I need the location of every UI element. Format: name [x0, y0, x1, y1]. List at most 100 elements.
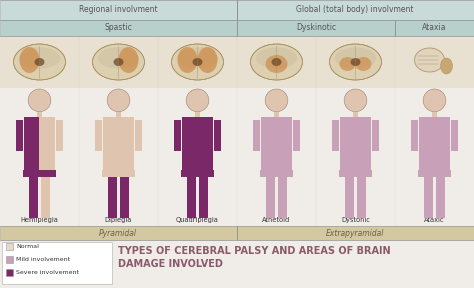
- Bar: [23, 170, 56, 177]
- Ellipse shape: [177, 47, 198, 73]
- Text: Dystonic: Dystonic: [341, 217, 370, 223]
- Bar: [181, 170, 214, 177]
- Bar: [116, 112, 121, 117]
- Ellipse shape: [272, 58, 282, 66]
- Bar: [2, 242, 112, 284]
- Bar: [17, 120, 23, 151]
- Bar: [0, 36, 474, 88]
- Bar: [353, 112, 358, 117]
- Bar: [214, 120, 220, 151]
- Bar: [195, 112, 201, 117]
- Bar: [435, 117, 450, 170]
- Bar: [0, 20, 237, 36]
- Bar: [261, 117, 276, 170]
- Bar: [395, 20, 474, 36]
- Text: Athetoid: Athetoid: [263, 217, 291, 223]
- Ellipse shape: [255, 47, 297, 69]
- Bar: [260, 170, 293, 177]
- Bar: [118, 117, 134, 170]
- Bar: [6, 256, 13, 263]
- Ellipse shape: [329, 44, 382, 80]
- Bar: [199, 177, 209, 218]
- Ellipse shape: [335, 47, 376, 69]
- Bar: [28, 177, 38, 218]
- Ellipse shape: [339, 57, 356, 71]
- Bar: [372, 120, 379, 151]
- Circle shape: [423, 89, 446, 112]
- Bar: [55, 120, 63, 151]
- Text: Pyramidal: Pyramidal: [99, 228, 137, 238]
- Ellipse shape: [13, 44, 65, 80]
- Bar: [0, 226, 237, 240]
- Circle shape: [344, 89, 367, 112]
- Bar: [6, 269, 13, 276]
- Bar: [276, 117, 292, 170]
- Ellipse shape: [440, 58, 453, 74]
- Bar: [36, 112, 42, 117]
- Bar: [278, 177, 287, 218]
- Ellipse shape: [18, 47, 60, 69]
- Bar: [265, 177, 275, 218]
- Text: Hemiplegia: Hemiplegia: [20, 217, 58, 223]
- Bar: [419, 117, 435, 170]
- Text: Extrapyramidal: Extrapyramidal: [326, 228, 384, 238]
- Bar: [411, 120, 419, 151]
- Bar: [108, 177, 117, 218]
- Text: Mild involvement: Mild involvement: [16, 257, 70, 262]
- Bar: [237, 0, 474, 20]
- Bar: [436, 177, 446, 218]
- Bar: [340, 117, 356, 170]
- Bar: [339, 170, 372, 177]
- Ellipse shape: [118, 47, 138, 73]
- Ellipse shape: [92, 44, 145, 80]
- Ellipse shape: [350, 58, 361, 66]
- Ellipse shape: [35, 58, 45, 66]
- Text: Quadriplegia: Quadriplegia: [176, 217, 219, 223]
- Ellipse shape: [98, 47, 139, 69]
- Bar: [39, 117, 55, 170]
- Text: Dyskinotic: Dyskinotic: [296, 24, 336, 33]
- Circle shape: [186, 89, 209, 112]
- Bar: [95, 120, 102, 151]
- Bar: [332, 120, 339, 151]
- Bar: [357, 177, 366, 218]
- Ellipse shape: [19, 47, 39, 73]
- Bar: [292, 120, 300, 151]
- Ellipse shape: [172, 44, 224, 80]
- Bar: [41, 177, 50, 218]
- Circle shape: [265, 89, 288, 112]
- Text: Regional involvment: Regional involvment: [79, 5, 157, 14]
- Text: Severe involvement: Severe involvement: [16, 270, 79, 275]
- Ellipse shape: [265, 55, 288, 73]
- Bar: [237, 226, 474, 240]
- Circle shape: [107, 89, 130, 112]
- Ellipse shape: [414, 48, 445, 72]
- Bar: [424, 177, 433, 218]
- Bar: [451, 120, 457, 151]
- Ellipse shape: [177, 47, 219, 69]
- Text: Ataxia: Ataxia: [422, 24, 447, 33]
- Text: TYPES OF CEREBRAL PALSY AND AREAS OF BRAIN: TYPES OF CEREBRAL PALSY AND AREAS OF BRA…: [118, 246, 391, 256]
- Bar: [345, 177, 354, 218]
- Ellipse shape: [250, 44, 302, 80]
- Bar: [103, 117, 118, 170]
- Bar: [432, 112, 438, 117]
- Bar: [356, 117, 371, 170]
- Text: Global (total body) involvment: Global (total body) involvment: [296, 5, 414, 14]
- Bar: [198, 117, 213, 170]
- Ellipse shape: [113, 58, 124, 66]
- Bar: [0, 0, 237, 20]
- Bar: [102, 170, 135, 177]
- Bar: [24, 117, 39, 170]
- Bar: [273, 112, 279, 117]
- Bar: [237, 20, 395, 36]
- Bar: [120, 177, 129, 218]
- Text: Spastic: Spastic: [104, 24, 132, 33]
- Text: Diplegia: Diplegia: [105, 217, 132, 223]
- Bar: [6, 243, 13, 250]
- Bar: [187, 177, 196, 218]
- Circle shape: [28, 89, 51, 112]
- Text: DAMAGE INVOLVED: DAMAGE INVOLVED: [118, 259, 223, 269]
- Bar: [174, 120, 182, 151]
- Bar: [182, 117, 198, 170]
